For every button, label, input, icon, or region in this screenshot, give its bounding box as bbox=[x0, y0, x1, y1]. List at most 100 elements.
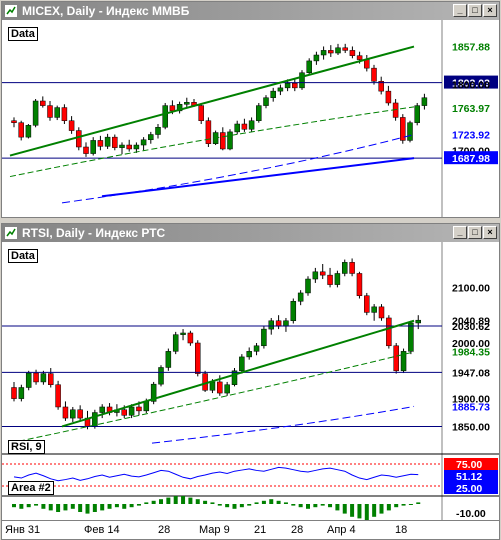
candle-body bbox=[77, 409, 83, 419]
price-label: 1885.73 bbox=[452, 402, 490, 414]
candle-body bbox=[277, 87, 284, 92]
candle bbox=[277, 84, 284, 96]
candle-body bbox=[261, 328, 267, 347]
candle-body bbox=[263, 97, 269, 106]
candle-body bbox=[180, 332, 186, 335]
area-bar bbox=[41, 504, 46, 509]
rtsi-title-bar[interactable]: RTSI, Daily - Индекс РТС _ □ × bbox=[2, 224, 499, 242]
candle-body bbox=[268, 320, 274, 330]
close-button[interactable]: × bbox=[483, 226, 497, 239]
area-bar bbox=[100, 504, 105, 511]
minimize-button[interactable]: _ bbox=[453, 4, 467, 17]
price-label-text: 1763.97 bbox=[452, 103, 490, 115]
area-bar bbox=[313, 504, 318, 508]
rsi-label-text: 75.00 bbox=[456, 459, 482, 471]
candle-body bbox=[239, 356, 245, 372]
candle-body bbox=[148, 134, 154, 141]
candle bbox=[83, 142, 89, 157]
candle-body bbox=[97, 140, 104, 147]
candle bbox=[184, 97, 190, 109]
candle bbox=[234, 120, 240, 135]
candle bbox=[176, 101, 183, 114]
price-label: 2030.62 bbox=[452, 321, 490, 333]
micex-chart-window[interactable]: MICEX, Daily - Индекс ММВБ _ □ × 1857.88… bbox=[1, 1, 500, 218]
rtsi-chart-window[interactable]: RTSI, Daily - Индекс РТС _ □ × 2100.00 20… bbox=[1, 223, 500, 521]
candle-body bbox=[33, 372, 39, 383]
candle bbox=[407, 120, 413, 143]
area-bar bbox=[159, 499, 163, 504]
price-label-text: 1723.92 bbox=[452, 130, 490, 142]
candle-body bbox=[327, 274, 333, 285]
candle bbox=[165, 348, 172, 371]
candle-body bbox=[92, 412, 98, 427]
date-tick-label: 28 bbox=[291, 524, 304, 536]
candle bbox=[342, 43, 348, 54]
candle bbox=[385, 85, 392, 106]
area-bar bbox=[217, 504, 222, 506]
micex-title-bar[interactable]: MICEX, Daily - Индекс ММВБ _ □ × bbox=[2, 2, 499, 20]
trend-line bbox=[61, 319, 415, 428]
candle-body bbox=[104, 136, 111, 147]
rsi-label-text: 25.00 bbox=[456, 483, 482, 495]
candle bbox=[148, 131, 154, 144]
area-bar bbox=[350, 504, 355, 517]
area-bar bbox=[107, 504, 112, 509]
candle-body bbox=[121, 409, 127, 416]
candle bbox=[18, 120, 24, 141]
candle bbox=[239, 354, 245, 374]
candle bbox=[40, 96, 46, 108]
candle-body bbox=[319, 271, 326, 276]
candle-body bbox=[158, 367, 164, 385]
date-tick-label: 21 bbox=[254, 524, 267, 536]
price-label: 1687.98 bbox=[444, 151, 498, 165]
candle bbox=[77, 405, 83, 421]
candle-body bbox=[253, 345, 260, 352]
candle-body bbox=[305, 278, 311, 294]
candle bbox=[327, 267, 333, 288]
candle-body bbox=[378, 306, 385, 319]
candle-body bbox=[334, 273, 341, 285]
price-label: 1723.92 bbox=[452, 130, 490, 142]
candle bbox=[47, 101, 53, 121]
candle-body bbox=[415, 319, 421, 324]
price-label-text: 2030.62 bbox=[452, 321, 490, 333]
candle bbox=[25, 370, 32, 391]
maximize-button[interactable]: □ bbox=[468, 4, 482, 17]
price-label-text: 2040.89 bbox=[452, 315, 490, 327]
maximize-button[interactable]: □ bbox=[468, 226, 482, 239]
close-button[interactable]: × bbox=[483, 4, 497, 17]
candle-body bbox=[126, 144, 132, 150]
candle bbox=[155, 124, 161, 139]
candle-body bbox=[349, 50, 356, 56]
candle-body bbox=[414, 105, 420, 123]
candle-body bbox=[128, 406, 135, 416]
candle bbox=[400, 348, 407, 374]
candle bbox=[292, 78, 298, 92]
candle bbox=[150, 381, 157, 405]
candle-body bbox=[25, 372, 32, 388]
candle bbox=[187, 330, 194, 346]
area-bar bbox=[283, 502, 288, 504]
price-label: 2000.00 bbox=[452, 338, 490, 350]
date-tick-label: 28 bbox=[158, 524, 171, 536]
rsi-label-25: 25.00 bbox=[444, 482, 498, 495]
area-bar bbox=[173, 496, 178, 504]
candle-body bbox=[172, 334, 179, 352]
minimize-button[interactable]: _ bbox=[453, 226, 467, 239]
area-bar bbox=[401, 504, 406, 506]
price-label-text: 1803.03 bbox=[452, 78, 490, 90]
chart-app-icon bbox=[5, 5, 17, 17]
rsi-label-bg bbox=[444, 482, 498, 494]
candle bbox=[335, 43, 341, 55]
area-bar bbox=[12, 504, 16, 508]
candle-body bbox=[70, 409, 76, 419]
area-bar bbox=[48, 504, 53, 511]
candle bbox=[40, 370, 47, 385]
area-bar bbox=[56, 504, 61, 512]
candle-body bbox=[246, 351, 252, 358]
area-bar bbox=[70, 504, 75, 509]
candle-body bbox=[198, 105, 204, 121]
candle bbox=[253, 343, 260, 356]
